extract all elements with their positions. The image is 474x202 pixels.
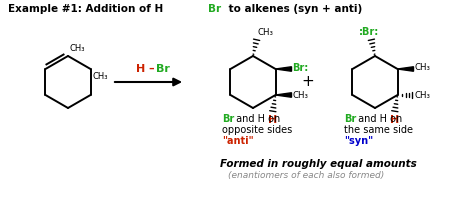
Text: Br:: Br:	[292, 63, 309, 73]
Text: –: –	[148, 64, 154, 74]
Text: Br: Br	[222, 114, 234, 124]
Text: Formed in roughly equal amounts: Formed in roughly equal amounts	[220, 159, 417, 169]
Text: "anti": "anti"	[222, 136, 254, 146]
Text: and H on: and H on	[233, 114, 280, 124]
Text: +: +	[301, 75, 314, 89]
Text: Example #1: Addition of H: Example #1: Addition of H	[8, 4, 163, 14]
Text: the same side: the same side	[344, 125, 413, 135]
Text: Br: Br	[155, 64, 170, 74]
Text: to alkenes (syn + anti): to alkenes (syn + anti)	[225, 4, 363, 14]
Polygon shape	[275, 93, 292, 97]
Text: CH₃: CH₃	[292, 90, 309, 100]
Text: and H on: and H on	[355, 114, 402, 124]
Polygon shape	[275, 67, 292, 71]
Text: (enantiomers of each also formed): (enantiomers of each also formed)	[228, 171, 384, 180]
Text: Br: Br	[208, 4, 221, 14]
Text: CH₃: CH₃	[70, 44, 85, 53]
Text: :Br:: :Br:	[359, 27, 379, 37]
Text: CH₃: CH₃	[258, 28, 274, 37]
Text: CH₃: CH₃	[415, 63, 430, 73]
Text: Br: Br	[344, 114, 356, 124]
Text: H: H	[390, 115, 399, 125]
Text: opposite sides: opposite sides	[222, 125, 292, 135]
Text: H: H	[137, 64, 146, 74]
Text: CH₃: CH₃	[92, 72, 108, 81]
Polygon shape	[398, 67, 413, 71]
Text: H: H	[268, 115, 277, 125]
Text: "syn": "syn"	[344, 136, 373, 146]
Text: CH₃: CH₃	[415, 90, 430, 100]
